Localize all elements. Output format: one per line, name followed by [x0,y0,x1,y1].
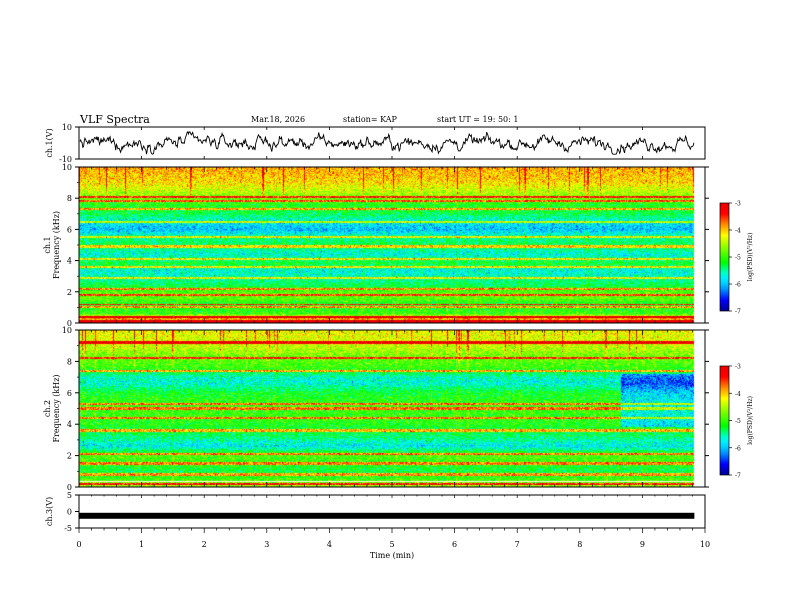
ch1-spectrogram-heatmap [79,167,705,323]
time-axis-tick-label: 0 [76,540,81,549]
header-start-time: start UT = 19: 50: 1 [437,115,519,124]
ch1-spectrogram-colorbar-label: log(PSD)(V²/Hz) [747,233,754,282]
ch3-ylabel: ch.3(V) [45,497,54,526]
time-axis-tick-label: 1 [139,540,144,549]
ch2-spectrogram-panel: 0 2 4 6 8 10 ch.2 Frequency (kHz) -3 -4 -5 -6 -7 log(… [43,326,754,492]
ch2-spectrogram-heatmap [79,330,705,487]
ch3-ytick-label: 5 [67,491,72,500]
time-axis-tick-label: 2 [202,540,207,549]
ch1-spectrogram-ylabel-channel: ch.1 [43,236,52,253]
ch2-spectrogram-ylabel-frequency: Frequency (kHz) [52,374,61,442]
ch1-spectrogram-ytick-label: 8 [67,194,72,203]
time-axis-tick-label: 3 [264,540,269,549]
ch1-spectrogram-colorbar-tick-label: -7 [735,309,741,316]
ch3-waveform-trace [79,512,695,519]
time-axis-tick-label: 9 [640,540,645,549]
ch1-spectrogram-colorbar-tick-label: -5 [735,255,741,262]
ch1-ylabel: ch.1(V) [45,128,54,157]
header-station: station= KAP [343,115,397,124]
ch2-spectrogram-ylabel-channel: ch.2 [43,400,52,417]
ch2-spectrogram-colorbar [719,365,730,476]
ch1-spectrogram-colorbar [719,202,730,312]
ch1-spectrogram-colorbar-tick-label: -3 [735,201,741,208]
ch3-waveform-frame [78,494,706,529]
time-axis-tick-label: 5 [389,540,394,549]
ch1-spectrogram-colorbar-tick-label: -6 [735,282,741,289]
time-axis-tick-label: 7 [515,540,520,549]
ch2-spectrogram-ytick-label: 4 [67,420,72,429]
figure-title: VLF Spectra [80,113,150,126]
time-axis-tick-label: 8 [577,540,582,549]
ch1-waveform-trace [79,130,695,155]
header-date: Mar.18, 2026 [251,115,306,124]
ch2-spectrogram-ytick-label: 2 [67,452,72,461]
ch1-spectrogram-panel: 0 2 4 6 8 10 ch.1 Frequency (kHz) -3 -4 -5 -6 -7 log(… [43,163,754,328]
ch1-spectrogram-ytick-label: 0 [67,319,72,328]
ch2-spectrogram-colorbar-tick-label: -7 [735,473,741,480]
ch1-spectrogram-ylabel-frequency: Frequency (kHz) [52,211,61,279]
ch3-ytick-label: 0 [67,508,72,517]
ch2-spectrogram-colorbar-tick-label: -3 [735,364,741,371]
ch1-spectrogram-ytick-label: 2 [67,288,72,297]
ch2-spectrogram-colorbar-tick-label: -4 [735,391,741,398]
time-axis-tick-label: 6 [452,540,457,549]
ch1-ytick-label: 10 [62,123,72,132]
time-axis-label: Time (min) [370,551,414,560]
ch2-spectrogram-ytick-label: 6 [67,389,72,398]
ch1-ytick-label: -10 [59,155,72,164]
ch2-spectrogram-ytick-label: 10 [62,326,72,335]
ch2-spectrogram-colorbar-tick-label: -6 [735,445,741,452]
time-axis-tick-label: 10 [700,540,710,549]
ch1-spectrogram-ytick-label: 10 [62,163,72,172]
ch3-waveform-panel: 5 0 -5 ch.3(V) 0 1 2 3 4 5 6 7 8 9 10 Time (min) [45,491,710,560]
ch3-ytick-label: -5 [64,524,72,533]
ch2-spectrogram-colorbar-label: log(PSD)(V²/Hz) [747,396,754,445]
ch1-spectrogram-colorbar-tick-label: -4 [735,228,741,235]
ch2-spectrogram-colorbar-tick-label: -5 [735,418,741,425]
ch1-waveform-panel: 10 -10 ch.1(V) [45,123,706,164]
ch2-spectrogram-ytick-label: 0 [67,483,72,492]
ch2-spectrogram-ytick-label: 8 [67,357,72,366]
ch1-spectrogram-ytick-label: 4 [67,257,72,266]
time-axis-tick-label: 4 [327,540,332,549]
ch1-spectrogram-ytick-label: 6 [67,225,72,234]
